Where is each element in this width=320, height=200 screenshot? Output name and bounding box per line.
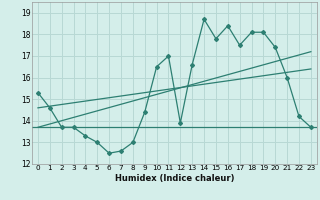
X-axis label: Humidex (Indice chaleur): Humidex (Indice chaleur): [115, 174, 234, 183]
